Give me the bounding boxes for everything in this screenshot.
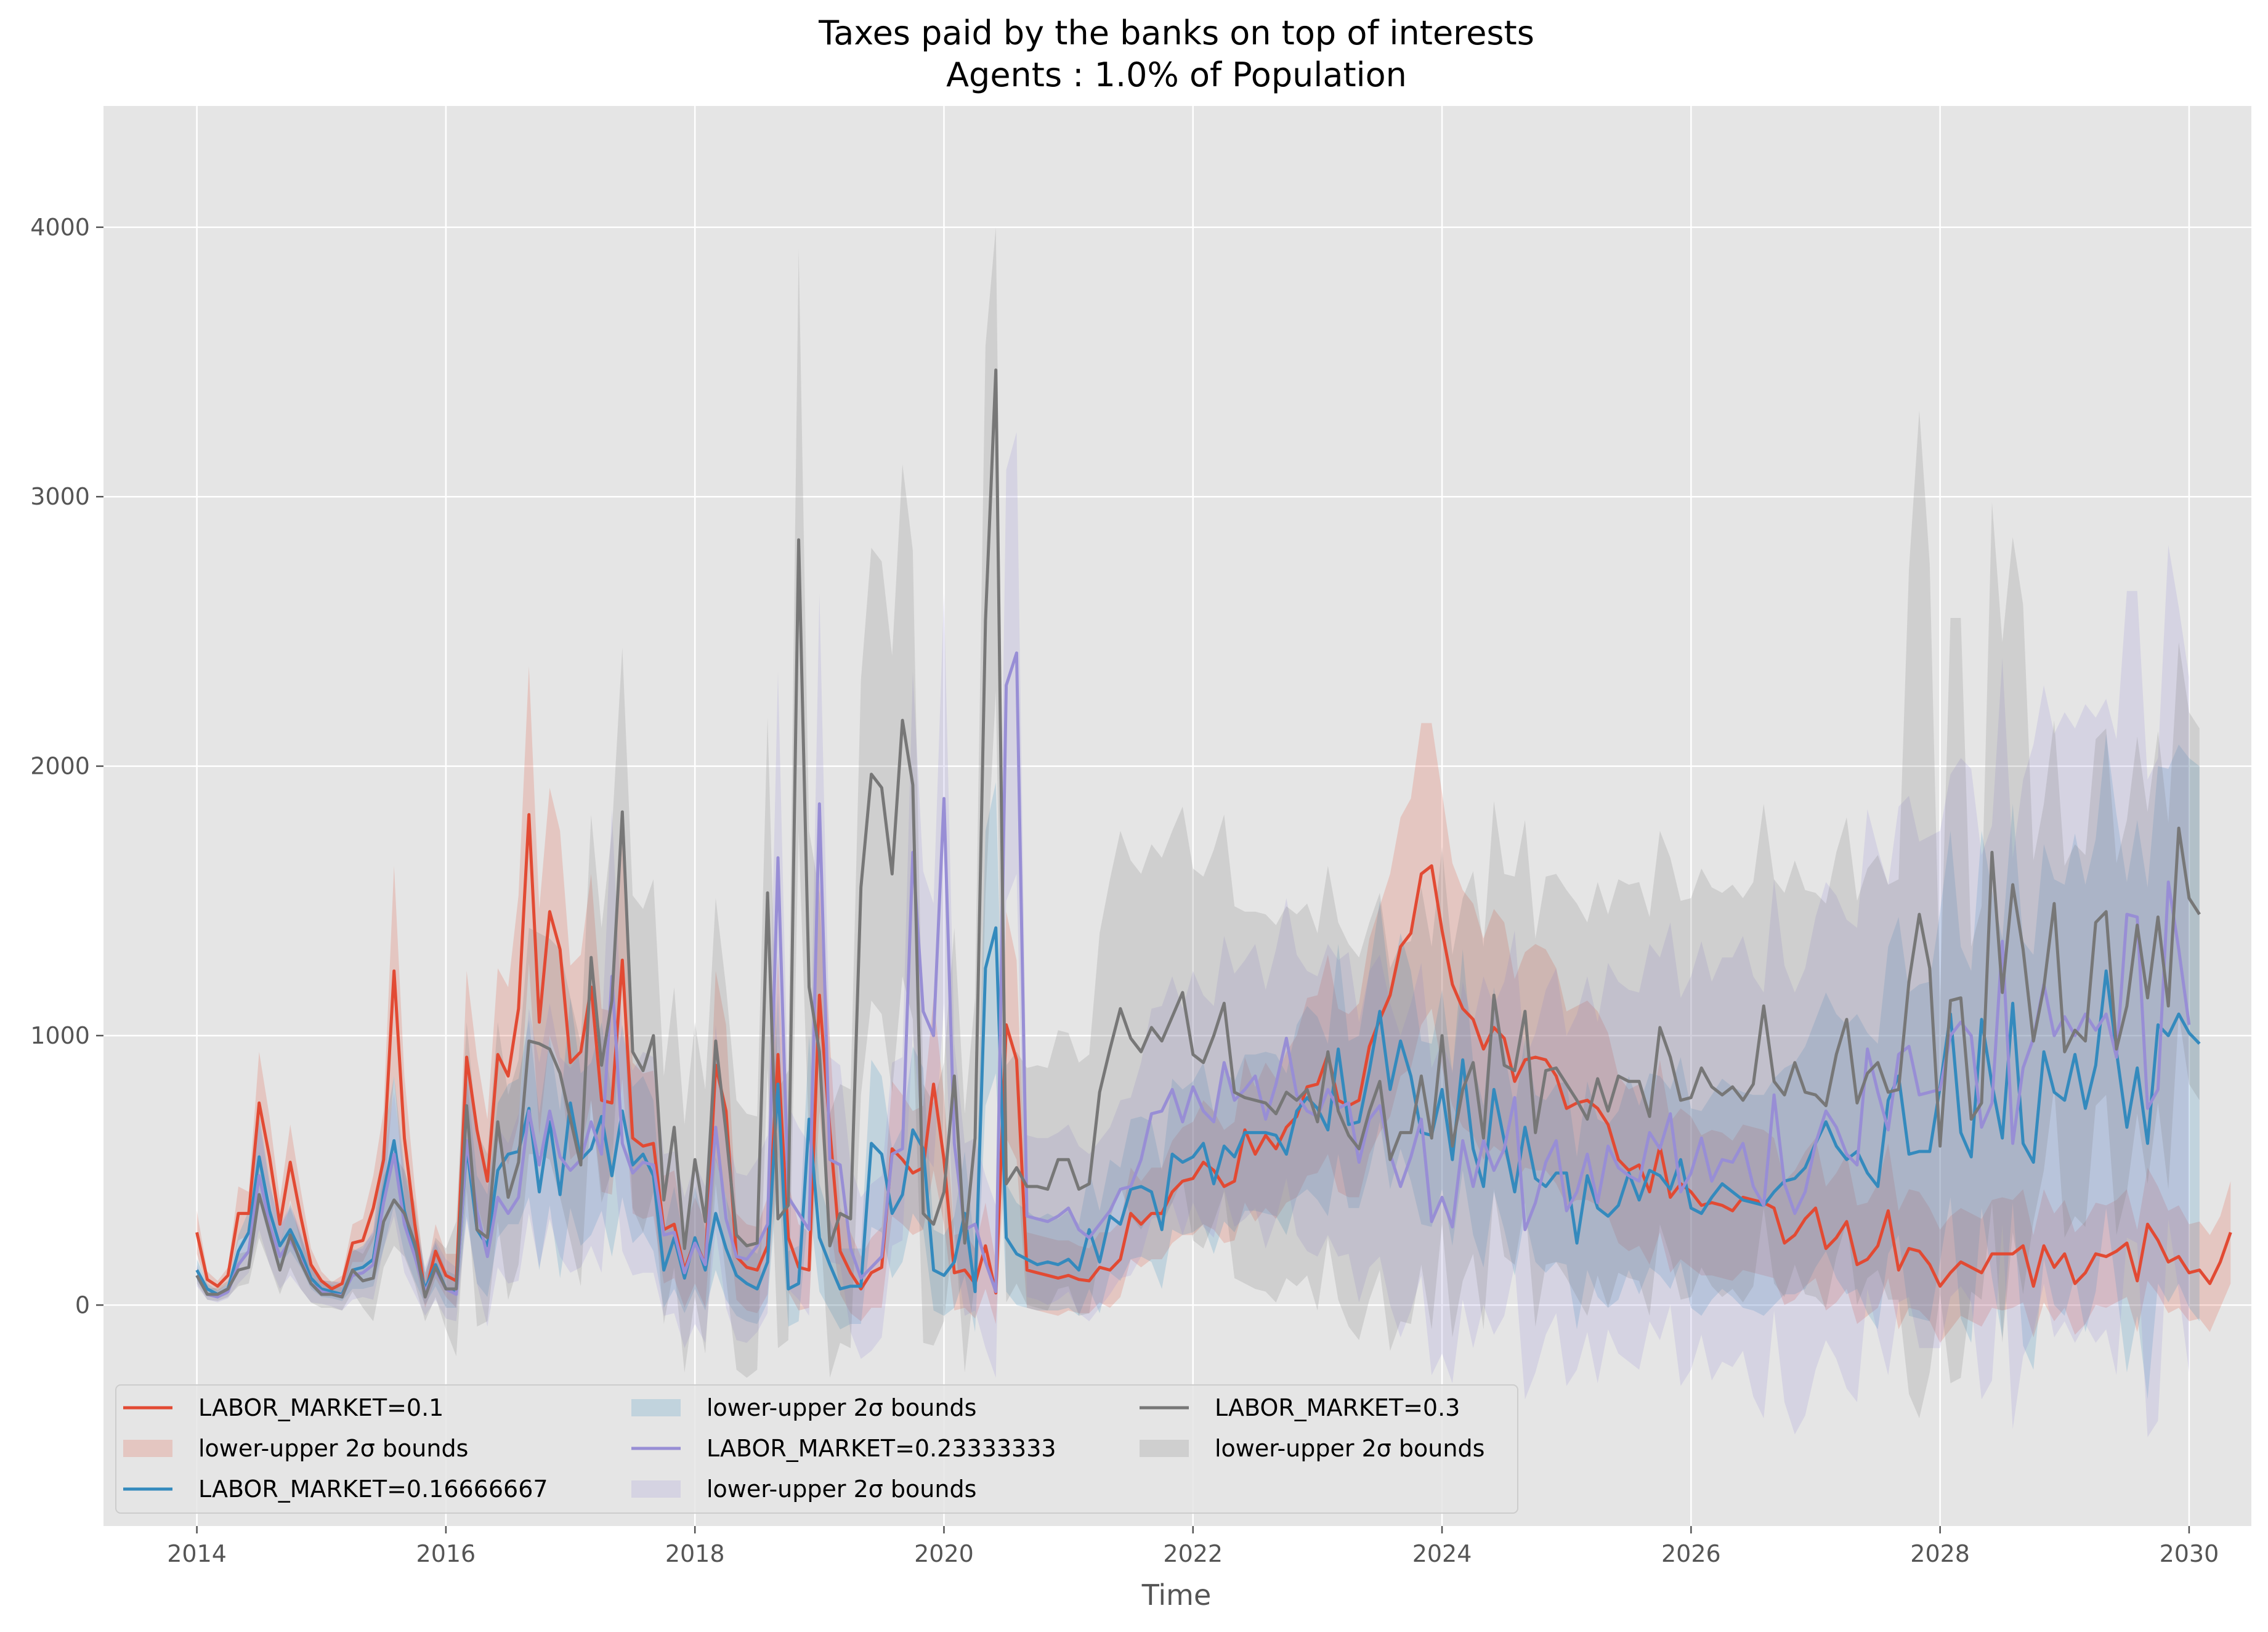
x-tick-label: 2014 bbox=[167, 1540, 227, 1567]
x-tick-label: 2018 bbox=[665, 1540, 725, 1567]
legend-label: LABOR_MARKET=0.16666667 bbox=[198, 1476, 548, 1503]
line-series-4 bbox=[195, 368, 2201, 1299]
x-tick-label: 2016 bbox=[416, 1540, 476, 1567]
legend-label: LABOR_MARKET=0.3 bbox=[1215, 1394, 1460, 1421]
y-tick-label: 4000 bbox=[30, 214, 90, 241]
line-series-1 bbox=[195, 813, 2232, 1296]
band-series-1 bbox=[196, 666, 2231, 1343]
x-axis-label: Time bbox=[1141, 1578, 1212, 1612]
line-series-3 bbox=[195, 651, 2191, 1299]
x-tick-label: 2028 bbox=[1910, 1540, 1970, 1567]
legend-band-swatch bbox=[631, 1480, 681, 1498]
y-tick-label: 1000 bbox=[30, 1022, 90, 1049]
legend-band-swatch bbox=[123, 1440, 172, 1457]
confidence-bands bbox=[196, 227, 2231, 1437]
series-lines bbox=[195, 368, 2232, 1299]
chart-title: Taxes paid by the banks on top of intere… bbox=[818, 14, 1534, 52]
legend-label: lower-upper 2σ bounds bbox=[707, 1394, 976, 1421]
y-tick-label: 3000 bbox=[30, 483, 90, 510]
legend-label: LABOR_MARKET=0.1 bbox=[198, 1394, 443, 1421]
band-series-3 bbox=[196, 432, 2189, 1437]
band-series-4 bbox=[196, 227, 2200, 1418]
band-series-2 bbox=[196, 734, 2200, 1400]
x-tick-label: 2022 bbox=[1163, 1540, 1223, 1567]
plot-area bbox=[103, 106, 2251, 1526]
legend-label: lower-upper 2σ bounds bbox=[1215, 1435, 1484, 1462]
legend-label: lower-upper 2σ bounds bbox=[198, 1435, 468, 1462]
legend-band-swatch bbox=[1140, 1440, 1189, 1457]
y-tick-label: 0 bbox=[75, 1291, 90, 1318]
grid-lines bbox=[103, 106, 2251, 1526]
chart-subtitle: Agents : 1.0% of Population bbox=[946, 55, 1407, 94]
x-tick-label: 2030 bbox=[2160, 1540, 2219, 1567]
legend-items: LABOR_MARKET=0.1 lower-upper 2σ bounds LAB… bbox=[123, 1394, 1484, 1503]
legend-band-swatch bbox=[631, 1399, 681, 1416]
legend: LABOR_MARKET=0.1 lower-upper 2σ bounds LAB… bbox=[115, 1384, 1518, 1514]
y-tick-label: 2000 bbox=[30, 753, 90, 780]
legend-label: lower-upper 2σ bounds bbox=[707, 1476, 976, 1503]
legend-label: LABOR_MARKET=0.23333333 bbox=[707, 1435, 1056, 1462]
x-tick-label: 2024 bbox=[1412, 1540, 1472, 1567]
axis-ticks: 2014 2016 2018 2020 2022 2024 2026 2028 2030 0 100… bbox=[30, 214, 2219, 1567]
x-tick-label: 2020 bbox=[914, 1540, 974, 1567]
x-tick-label: 2026 bbox=[1661, 1540, 1721, 1567]
legend-box bbox=[115, 1384, 1518, 1514]
